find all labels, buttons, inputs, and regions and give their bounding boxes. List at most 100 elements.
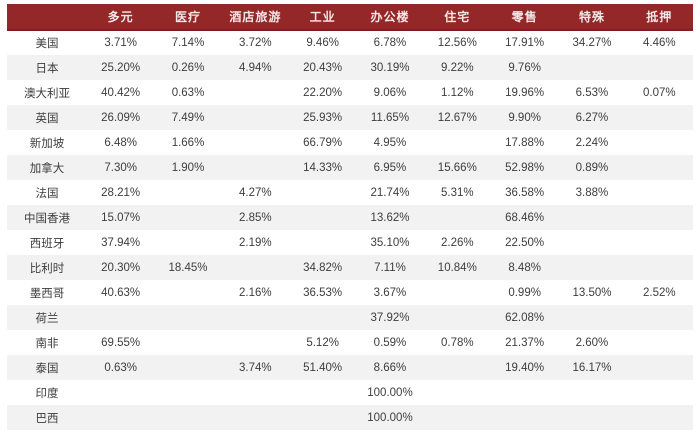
cell	[626, 130, 693, 155]
column-header-5: 办公楼	[356, 4, 424, 31]
table-row: 新加坡 6.48% 1.66% 66.79% 4.95% 17.88% 2.24%	[7, 130, 693, 155]
table-row: 墨西哥 40.63% 2.16% 36.53% 3.67% 0.99% 13.50% 2.52…	[7, 280, 693, 305]
column-header-3: 酒店旅游	[221, 4, 289, 31]
table-row: 西班牙 37.94% 2.19% 35.10% 2.26% 22.50%	[7, 230, 693, 255]
cell	[625, 405, 693, 430]
cell: 3.74%	[221, 355, 289, 380]
cell: 0.63%	[87, 355, 155, 380]
cell	[288, 305, 357, 330]
cell	[558, 380, 625, 405]
cell	[625, 355, 693, 380]
cell: 37.92%	[356, 305, 424, 330]
cell: 34.27%	[572, 37, 612, 49]
cell	[626, 330, 693, 355]
cell: 2.52%	[643, 286, 676, 299]
table-header: 多元 医疗 酒店旅游 工业 办公楼 住宅 零售 特殊 抵押	[7, 4, 693, 31]
cell: 28.21%	[101, 186, 141, 199]
cell: 6.95%	[356, 155, 424, 180]
cell: 68.46%	[490, 205, 559, 230]
cell	[221, 255, 289, 280]
cell: 19.96%	[505, 86, 545, 99]
cell	[222, 330, 289, 355]
cell	[154, 405, 222, 430]
row-label: 日本	[7, 55, 87, 80]
cell	[490, 405, 559, 430]
cell	[625, 255, 693, 280]
row-label: 荷兰	[7, 305, 87, 330]
cell	[626, 230, 693, 255]
cell	[289, 380, 356, 405]
row-label: 南非	[35, 337, 59, 350]
cell: 0.63%	[171, 86, 205, 99]
cell: 22.20%	[303, 86, 343, 99]
column-header-4: 工业	[288, 4, 357, 31]
cell: 18.45%	[154, 255, 222, 280]
cell: 36.53%	[303, 286, 343, 299]
cell: 66.79%	[303, 136, 343, 149]
cell: 12.56%	[437, 37, 477, 49]
country-sector-allocation-table: 多元 医疗 酒店旅游 工业 办公楼 住宅 零售 特殊 抵押 美国 3.71% 7.14% 3.72% 9…	[7, 4, 693, 430]
cell: 100.00%	[356, 405, 424, 430]
cell: 9.76%	[490, 55, 559, 80]
row-label: 加拿大	[7, 155, 87, 180]
cell	[424, 130, 491, 155]
cell	[423, 305, 491, 330]
cell: 2.16%	[239, 286, 272, 299]
row-label: 法国	[35, 187, 59, 200]
row-label: 美国	[35, 38, 59, 50]
cell: 8.66%	[356, 355, 424, 380]
cell	[87, 380, 154, 405]
cell	[221, 155, 289, 180]
cell: 13.62%	[356, 205, 424, 230]
table-row: 比利时 20.30% 18.45% 34.82% 7.11% 10.84% 8.48%	[7, 255, 693, 280]
cell: 16.17%	[558, 355, 626, 380]
table-row: 美国 3.71% 7.14% 3.72% 9.46% 6.78% 12.56% 17.91% 3…	[7, 30, 693, 55]
cell	[288, 405, 357, 430]
cell: 25.93%	[288, 105, 357, 130]
cell: 14.33%	[288, 155, 357, 180]
cell: 4.46%	[643, 37, 676, 49]
table-row: 英国 26.09% 7.49% 25.93% 11.65% 12.67% 9.90% 6.27…	[7, 105, 693, 130]
cell	[154, 280, 221, 305]
cell	[625, 105, 693, 130]
cell	[625, 55, 693, 80]
cell: 2.26%	[441, 236, 474, 249]
column-header-6: 住宅	[423, 4, 491, 31]
cell	[154, 355, 222, 380]
cell	[558, 205, 626, 230]
cell: 4.95%	[373, 136, 407, 149]
cell: 13.50%	[572, 286, 612, 299]
cell: 8.48%	[490, 255, 559, 280]
cell: 34.82%	[288, 255, 357, 280]
cell: 11.65%	[356, 105, 424, 130]
cell: 0.59%	[373, 336, 407, 349]
cell: 0.26%	[154, 55, 222, 80]
cell: 7.14%	[171, 37, 205, 49]
cell	[87, 405, 155, 430]
row-label: 西班牙	[29, 237, 65, 250]
cell: 15.07%	[87, 205, 155, 230]
cell: 19.40%	[490, 355, 559, 380]
cell: 6.78%	[373, 37, 407, 49]
cell: 26.09%	[87, 105, 155, 130]
cell	[221, 105, 289, 130]
column-header-1: 多元	[87, 4, 155, 31]
table-row: 澳大利亚 40.42% 0.63% 22.20% 9.06% 1.12% 19.96% 6.5…	[7, 80, 693, 105]
column-header-country	[7, 4, 87, 31]
cell: 9.90%	[490, 105, 559, 130]
cell: 3.72%	[239, 37, 272, 49]
cell: 40.42%	[101, 86, 141, 99]
cell: 9.46%	[306, 37, 339, 49]
cell: 35.10%	[370, 236, 410, 249]
table-row: 印度 100.00%	[7, 380, 693, 405]
cell	[558, 230, 625, 255]
cell: 0.78%	[441, 336, 474, 349]
cell: 4.27%	[239, 186, 272, 199]
cell	[626, 180, 693, 205]
row-label: 比利时	[7, 255, 87, 280]
cell: 52.98%	[490, 155, 559, 180]
cell	[491, 380, 558, 405]
cell: 69.55%	[101, 336, 141, 349]
cell: 40.63%	[101, 286, 141, 299]
cell	[424, 380, 491, 405]
